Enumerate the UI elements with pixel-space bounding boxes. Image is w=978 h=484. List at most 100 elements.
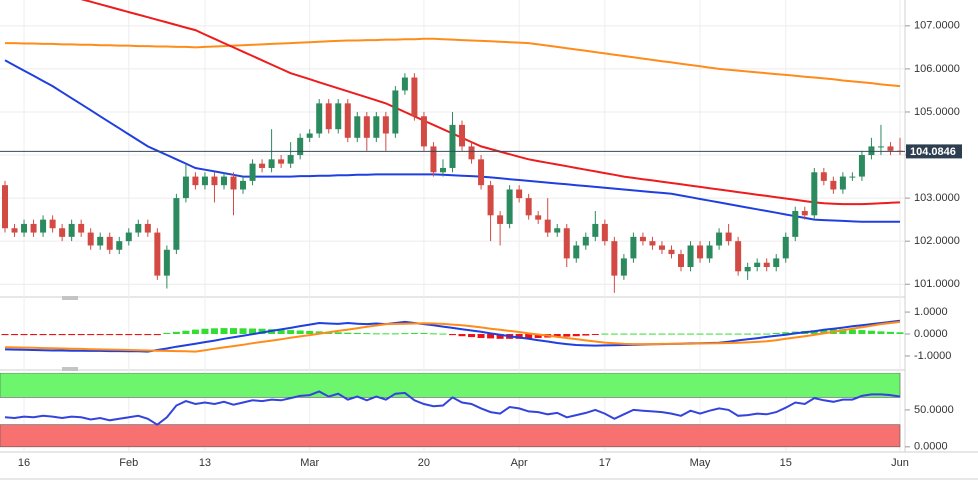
histogram-bar (363, 333, 371, 335)
histogram-bar (420, 332, 428, 335)
histogram-bar (487, 334, 495, 339)
histogram-bar (210, 328, 218, 335)
histogram-bar (715, 333, 723, 335)
candle-body (782, 236, 789, 259)
candle-body (649, 241, 656, 246)
y-tick-label: 101.0000 (914, 278, 960, 290)
last-price-box (906, 144, 962, 159)
histogram-bar (820, 329, 828, 335)
histogram-bar (96, 334, 104, 336)
histogram-bar (49, 334, 57, 336)
candle-body (887, 146, 894, 151)
histogram-bar (30, 334, 38, 336)
y-tick-label: 50.0000 (914, 404, 954, 416)
histogram-bar (277, 329, 285, 335)
candle-body (801, 211, 808, 216)
histogram-bar (115, 334, 123, 336)
histogram-bar (382, 333, 390, 335)
histogram-bar (629, 333, 637, 335)
histogram-bar (782, 332, 790, 335)
histogram-bar (125, 334, 133, 336)
candle-body (516, 189, 523, 199)
histogram-bar (191, 329, 199, 335)
pane (1, 319, 904, 353)
histogram-bar (848, 329, 856, 335)
histogram-bar (449, 334, 456, 336)
histogram-bar (172, 331, 180, 335)
histogram-bar (563, 334, 571, 337)
candle-body (125, 232, 132, 242)
histogram-bar (249, 328, 257, 335)
candle-body (773, 258, 780, 268)
candle-body (30, 223, 37, 233)
candle-body (582, 236, 589, 246)
candle-body (830, 180, 837, 190)
candle-body (754, 262, 761, 268)
histogram-bar (163, 332, 171, 335)
candle-body (697, 245, 704, 259)
candle-body (468, 146, 475, 160)
histogram-bar (639, 333, 647, 335)
histogram-bar (677, 333, 685, 335)
candle-body (430, 146, 437, 173)
x-tick-label: Jun (891, 457, 909, 469)
histogram-bar (620, 333, 628, 335)
candle-body (220, 176, 227, 186)
candle-body (868, 146, 875, 156)
histogram-bar (696, 333, 704, 335)
histogram-bar (296, 330, 304, 335)
candle-body (439, 167, 446, 173)
histogram-bar (734, 333, 742, 335)
candle-body (268, 159, 275, 168)
candle-body (639, 236, 646, 242)
candle-body (182, 176, 189, 199)
pane-handle[interactable] (62, 296, 78, 300)
histogram-bar (525, 334, 533, 339)
candle-body (658, 245, 665, 250)
candle-body (401, 77, 408, 91)
candle-body (306, 133, 313, 138)
y-tick-label: 0.0000 (914, 441, 948, 453)
candle-body (230, 176, 237, 190)
candle-body (97, 236, 104, 246)
zone-band (0, 424, 901, 448)
candle-body (192, 176, 199, 186)
y-tick-label: 0.0000 (914, 328, 948, 340)
candle-body (525, 198, 532, 216)
histogram-bar (182, 330, 190, 335)
candle-body (620, 258, 627, 276)
x-tick-label: Apr (511, 457, 528, 469)
x-tick-label: 16 (18, 457, 30, 469)
candle-body (849, 176, 856, 178)
pane-handle[interactable] (62, 367, 78, 371)
candle-body (87, 232, 94, 246)
candle-body (420, 116, 427, 147)
x-tick-label: 17 (599, 457, 611, 469)
zone-band (0, 373, 901, 398)
histogram-bar (287, 330, 295, 335)
candle-body (40, 219, 47, 233)
candle-body (506, 189, 513, 224)
histogram-bar (886, 331, 894, 335)
histogram-bar (839, 329, 847, 335)
candle-body (411, 77, 418, 117)
histogram-bar (667, 333, 675, 335)
histogram-bar (11, 334, 19, 336)
candle-body (49, 219, 56, 229)
candle-body (392, 90, 399, 134)
candle-body (116, 241, 123, 250)
candle-body (497, 215, 504, 224)
indicator-line (5, 37, 901, 88)
candle-body (725, 232, 732, 242)
y-tick-label: -1.0000 (914, 350, 951, 362)
candle-body (678, 254, 685, 268)
histogram-bar (477, 334, 485, 338)
candle-body (316, 103, 323, 134)
candle-body (449, 124, 456, 168)
histogram-bar (306, 330, 314, 335)
histogram-bar (134, 334, 142, 336)
histogram-bar (144, 334, 152, 336)
candle-body (792, 211, 799, 237)
candle-body (201, 176, 208, 186)
